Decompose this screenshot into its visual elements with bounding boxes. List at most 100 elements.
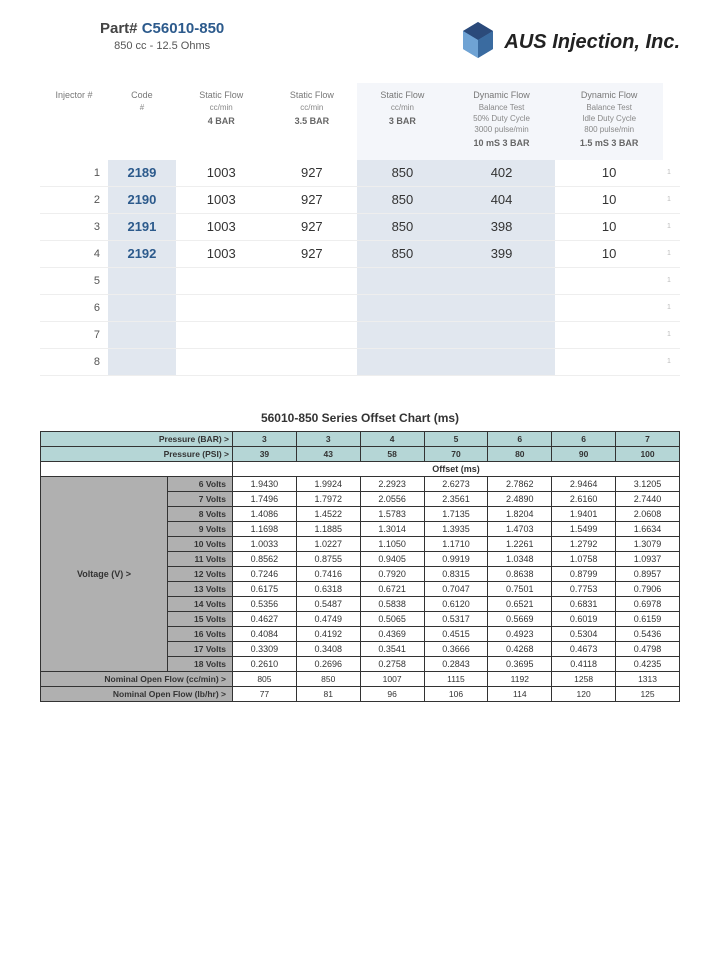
table-row: 321911003927850398101 bbox=[40, 213, 680, 240]
static-3bar bbox=[357, 321, 448, 348]
pressure-psi-val: 100 bbox=[616, 446, 680, 461]
static-35bar: 927 bbox=[267, 213, 358, 240]
offset-value: 0.6978 bbox=[616, 596, 680, 611]
nom-cc-val: 1313 bbox=[616, 671, 680, 686]
static-4bar bbox=[176, 267, 267, 294]
offset-value: 0.5436 bbox=[616, 626, 680, 641]
offset-value: 0.7246 bbox=[233, 566, 297, 581]
injector-code: 2192 bbox=[108, 240, 176, 267]
table-row: Voltage (V) >6 Volts1.94301.99242.29232.… bbox=[41, 476, 680, 491]
offset-value: 1.6634 bbox=[616, 521, 680, 536]
pressure-psi-val: 39 bbox=[233, 446, 297, 461]
pressure-psi-val: 80 bbox=[488, 446, 552, 461]
voltage-row-label: 18 Volts bbox=[168, 656, 233, 671]
pressure-bar-val: 7 bbox=[616, 431, 680, 446]
offset-value: 1.9430 bbox=[233, 476, 297, 491]
offset-value: 0.5487 bbox=[296, 596, 360, 611]
offset-value: 0.7920 bbox=[360, 566, 424, 581]
table-row: 61 bbox=[40, 294, 680, 321]
offset-value: 0.2843 bbox=[424, 656, 488, 671]
row-marker: 1 bbox=[663, 321, 680, 348]
static-3bar: 850 bbox=[357, 160, 448, 187]
brand: AUS Injection, Inc. bbox=[458, 20, 680, 65]
voltage-row-label: 6 Volts bbox=[168, 476, 233, 491]
offset-value: 0.4923 bbox=[488, 626, 552, 641]
injector-num: 4 bbox=[40, 240, 108, 267]
offset-value: 1.7135 bbox=[424, 506, 488, 521]
nom-lb-val: 81 bbox=[296, 686, 360, 701]
offset-value: 0.8638 bbox=[488, 566, 552, 581]
header: Part# C56010-850 850 cc - 12.5 Ohms AUS … bbox=[40, 20, 680, 65]
static-35bar: 927 bbox=[267, 186, 358, 213]
offset-value: 0.2610 bbox=[233, 656, 297, 671]
dyn-50: 398 bbox=[448, 213, 556, 240]
row-marker: 1 bbox=[663, 348, 680, 375]
injector-num: 3 bbox=[40, 213, 108, 240]
offset-value: 2.0556 bbox=[360, 491, 424, 506]
offset-value: 0.6721 bbox=[360, 581, 424, 596]
injector-col-head: Static Flowcc/min3 BAR bbox=[357, 83, 448, 160]
offset-value: 0.4515 bbox=[424, 626, 488, 641]
nom-lb-val: 77 bbox=[233, 686, 297, 701]
offset-value: 2.6273 bbox=[424, 476, 488, 491]
table-row: 221901003927850404101 bbox=[40, 186, 680, 213]
static-4bar: 1003 bbox=[176, 213, 267, 240]
offset-value: 1.1885 bbox=[296, 521, 360, 536]
dyn-50 bbox=[448, 294, 556, 321]
offset-chart-title: 56010-850 Series Offset Chart (ms) bbox=[40, 411, 680, 425]
offset-table: Pressure (BAR) >3345667Pressure (PSI) >3… bbox=[40, 431, 680, 702]
pressure-psi-label: Pressure (PSI) > bbox=[41, 446, 233, 461]
offset-value: 1.7496 bbox=[233, 491, 297, 506]
injector-code bbox=[108, 294, 176, 321]
injector-num: 2 bbox=[40, 186, 108, 213]
nom-cc-val: 1258 bbox=[552, 671, 616, 686]
offset-value: 0.4673 bbox=[552, 641, 616, 656]
injector-col-head: Dynamic FlowBalance Test50% Duty Cycle30… bbox=[448, 83, 556, 160]
static-3bar: 850 bbox=[357, 186, 448, 213]
offset-value: 0.4084 bbox=[233, 626, 297, 641]
offset-value: 0.6120 bbox=[424, 596, 488, 611]
pressure-psi-val: 90 bbox=[552, 446, 616, 461]
static-4bar bbox=[176, 348, 267, 375]
table-row: Pressure (BAR) >3345667 bbox=[41, 431, 680, 446]
offset-value: 2.2923 bbox=[360, 476, 424, 491]
injector-table: Injector #Code#Static Flowcc/min4 BARSta… bbox=[40, 83, 680, 376]
offset-value: 0.6159 bbox=[616, 611, 680, 626]
pressure-bar-val: 6 bbox=[488, 431, 552, 446]
dyn-50: 404 bbox=[448, 186, 556, 213]
row-marker: 1 bbox=[663, 240, 680, 267]
static-4bar: 1003 bbox=[176, 240, 267, 267]
blank bbox=[41, 461, 233, 476]
pressure-bar-val: 3 bbox=[296, 431, 360, 446]
offset-value: 1.4086 bbox=[233, 506, 297, 521]
brand-text: AUS Injection, Inc. bbox=[504, 31, 680, 54]
injector-num: 8 bbox=[40, 348, 108, 375]
offset-value: 0.5304 bbox=[552, 626, 616, 641]
offset-value: 0.9919 bbox=[424, 551, 488, 566]
part-block: Part# C56010-850 850 cc - 12.5 Ohms bbox=[40, 20, 224, 52]
voltage-row-label: 12 Volts bbox=[168, 566, 233, 581]
offset-value: 0.4192 bbox=[296, 626, 360, 641]
nom-cc-val: 850 bbox=[296, 671, 360, 686]
voltage-row-label: 7 Volts bbox=[168, 491, 233, 506]
static-35bar bbox=[267, 348, 358, 375]
offset-value: 1.5783 bbox=[360, 506, 424, 521]
offset-value: 0.3309 bbox=[233, 641, 297, 656]
voltage-row-label: 17 Volts bbox=[168, 641, 233, 656]
static-4bar: 1003 bbox=[176, 186, 267, 213]
dyn-50: 399 bbox=[448, 240, 556, 267]
nom-lb-val: 125 bbox=[616, 686, 680, 701]
offset-value: 0.4749 bbox=[296, 611, 360, 626]
row-marker: 1 bbox=[663, 160, 680, 187]
offset-value: 0.8799 bbox=[552, 566, 616, 581]
offset-value: 0.2758 bbox=[360, 656, 424, 671]
dyn-50 bbox=[448, 348, 556, 375]
offset-value: 0.7416 bbox=[296, 566, 360, 581]
offset-value: 1.7972 bbox=[296, 491, 360, 506]
row-marker: 1 bbox=[663, 267, 680, 294]
offset-value: 1.1710 bbox=[424, 536, 488, 551]
row-marker: 1 bbox=[663, 213, 680, 240]
voltage-row-label: 15 Volts bbox=[168, 611, 233, 626]
static-3bar: 850 bbox=[357, 213, 448, 240]
table-row: Pressure (PSI) >394358708090100 bbox=[41, 446, 680, 461]
